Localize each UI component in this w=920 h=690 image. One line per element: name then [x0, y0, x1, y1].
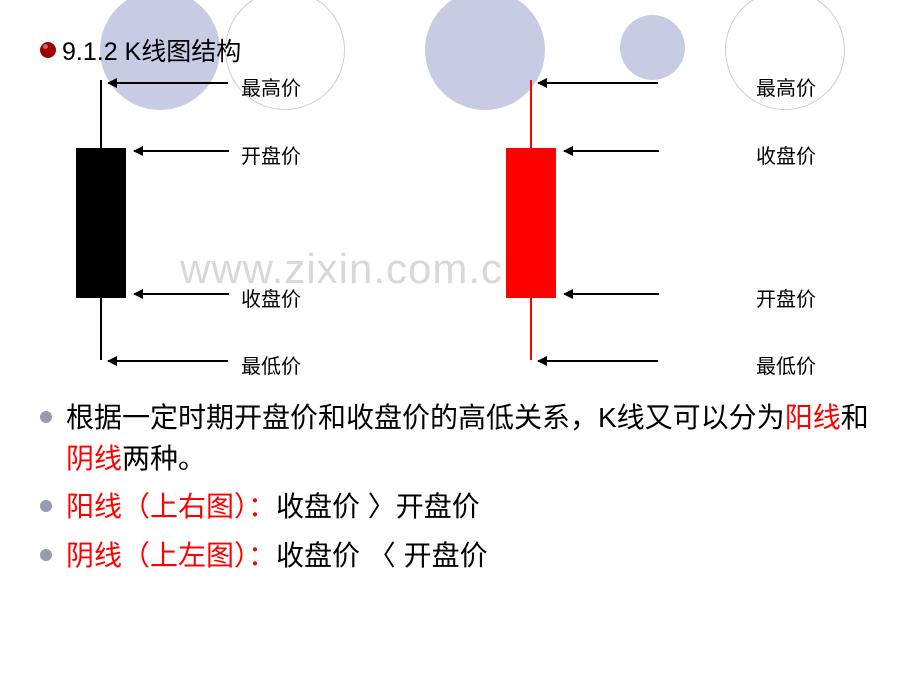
line3-black: 收盘价 〈 开盘价: [276, 540, 488, 571]
bullet-gray-icon: [40, 549, 52, 561]
label-yang-open: 开盘价: [756, 283, 816, 312]
yin-body: [76, 148, 126, 298]
label-yin-close: 收盘价: [241, 283, 301, 312]
label-yang-close: 收盘价: [756, 140, 816, 169]
line1-p5: 两种。: [122, 443, 206, 474]
line2-black: 收盘价 〉开盘价: [276, 491, 480, 522]
line1-p4: 阴线: [66, 443, 122, 474]
arrow-yin-high: [108, 82, 228, 84]
line3-red: 阴线（上左图）：: [66, 540, 276, 571]
arrow-yang-high: [538, 82, 658, 84]
text-line-1: 根据一定时期开盘价和收盘价的高低关系，K线又可以分为阳线和阴线两种。: [40, 398, 870, 479]
arrow-yin-close: [134, 293, 229, 295]
arrow-yin-open: [134, 150, 229, 152]
yang-body: [506, 148, 556, 298]
line2-content: 阳线（上右图）：收盘价 〉开盘价: [66, 487, 870, 528]
arrow-yang-open: [564, 293, 659, 295]
label-yin-low: 最低价: [241, 350, 301, 379]
arrow-yang-low: [538, 360, 658, 362]
arrow-yang-close: [564, 150, 659, 152]
bullet-gray-icon: [40, 411, 52, 423]
label-yang-high: 最高价: [756, 72, 816, 101]
line1-p2: 阳线: [785, 402, 841, 433]
line1-p1: 根据一定时期开盘价和收盘价的高低关系，K线又可以分为: [66, 402, 785, 433]
line2-red: 阳线（上右图）：: [66, 491, 276, 522]
label-yin-open: 开盘价: [241, 140, 301, 169]
text-block: 根据一定时期开盘价和收盘价的高低关系，K线又可以分为阳线和阴线两种。 阳线（上右…: [40, 398, 870, 584]
text-line-3: 阴线（上左图）：收盘价 〈 开盘价: [40, 536, 870, 577]
line3-content: 阴线（上左图）：收盘价 〈 开盘价: [66, 536, 870, 577]
label-yang-low: 最低价: [756, 350, 816, 379]
line1-p3: 和: [841, 402, 869, 433]
line1-content: 根据一定时期开盘价和收盘价的高低关系，K线又可以分为阳线和阴线两种。: [66, 398, 870, 479]
text-line-2: 阳线（上右图）：收盘价 〉开盘价: [40, 487, 870, 528]
label-yin-high: 最高价: [241, 72, 301, 101]
diagram-area: 最高价 开盘价 收盘价 最低价 最高价 收盘价 开盘价 最低价: [0, 55, 920, 385]
arrow-yin-low: [108, 360, 228, 362]
bullet-gray-icon: [40, 500, 52, 512]
